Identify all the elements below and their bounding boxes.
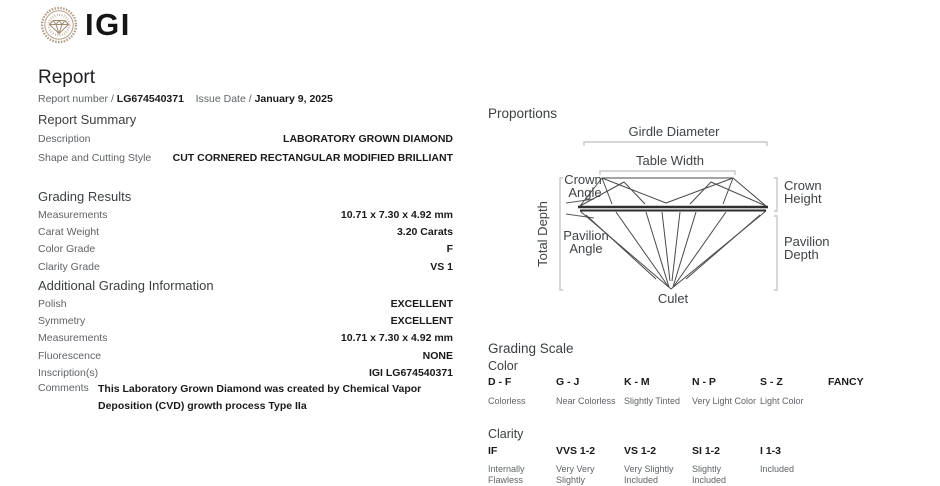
- report-number-label: Report number /: [38, 93, 114, 105]
- summary-row-description: Description LABORATORY GROWN DIAMOND: [38, 133, 453, 145]
- seal-diamond-glyph: [48, 19, 70, 36]
- summary-rows: Description LABORATORY GROWN DIAMOND Sha…: [38, 133, 453, 171]
- page-title: Report: [38, 67, 96, 88]
- row-symmetry: Symmetry EXCELLENT: [38, 315, 453, 328]
- label-culet: Culet: [658, 291, 689, 306]
- clarity-scale-item: I 1-3 Included: [760, 445, 795, 474]
- row-color-grade: Color Grade F: [38, 243, 453, 256]
- section-grading-scale: Grading Scale: [488, 341, 574, 356]
- row-comments: Comments This Laboratory Grown Diamond w…: [38, 382, 422, 412]
- row-measurements-2: Measurements 10.71 x 7.30 x 4.92 mm: [38, 332, 453, 345]
- color-scale-item: K - M Slightly Tinted: [624, 376, 681, 406]
- subsection-clarity: Clarity: [488, 427, 524, 441]
- row-polish: Polish EXCELLENT: [38, 298, 453, 310]
- svg-text:Angle: Angle: [568, 185, 601, 200]
- additional-rows: Polish EXCELLENT Symmetry EXCELLENT Meas…: [38, 298, 453, 384]
- svg-text:Angle: Angle: [569, 241, 602, 256]
- label-total-depth: Total Depth: [535, 201, 550, 267]
- label-pavilion-depth: Pavilion Depth: [784, 234, 830, 262]
- svg-text:Height: Height: [784, 191, 822, 206]
- color-scale-item: D - F Colorless: [488, 376, 526, 406]
- igi-report-page: { "header": { "brand": "IGI" }, "report"…: [38, 6, 896, 485]
- label-pavilion-angle: Pavilion Angle: [563, 228, 609, 256]
- svg-text:Depth: Depth: [784, 247, 819, 262]
- report-meta: Report number / LG674540371 Issue Date /…: [38, 93, 333, 105]
- clarity-scale-item: SI 1-2 Slightly Included: [692, 445, 727, 485]
- igi-seal-icon: [40, 6, 78, 44]
- proportions-diagram: Girdle Diameter Table Width Total Depth …: [535, 124, 830, 306]
- color-scale-item: FANCY: [828, 376, 864, 388]
- summary-row-shape: Shape and Cutting Style CUT CORNERED REC…: [38, 152, 453, 164]
- svg-text:Pavilion: Pavilion: [563, 228, 609, 243]
- issue-date: January 9, 2025: [254, 93, 333, 105]
- row-fluorescence: Fluorescence NONE: [38, 349, 453, 362]
- svg-text:Pavilion: Pavilion: [784, 234, 830, 249]
- label-table-width: Table Width: [636, 153, 704, 168]
- color-scale-item: G - J Near Colorless: [556, 376, 616, 406]
- row-measurements: Measurements 10.71 x 7.30 x 4.92 mm: [38, 209, 453, 221]
- label-crown-height: Crown Height: [784, 178, 822, 206]
- color-scale-item: S - Z Light Color: [760, 376, 804, 406]
- report-number: LG674540371: [116, 93, 184, 105]
- svg-text:Crown: Crown: [784, 178, 822, 193]
- brand-wordmark: IGI: [85, 7, 131, 42]
- section-additional-grading: Additional Grading Information: [38, 278, 214, 293]
- diamond-profile: [578, 177, 768, 290]
- angle-pointers: [565, 198, 595, 219]
- row-inscriptions: Inscription(s) IGI LG674540371: [38, 366, 453, 379]
- color-scale: D - F Colorless G - J Near Colorless K -…: [488, 376, 896, 406]
- clarity-scale-item: VVS 1-2 Very Very Slightly: [556, 445, 596, 485]
- clarity-scale: IF Internally Flawless VVS 1-2 Very Very…: [488, 445, 828, 486]
- subsection-color: Color: [488, 359, 518, 373]
- clarity-scale-item: IF Internally Flawless: [488, 445, 525, 485]
- color-scale-item: N - P Very Light Color: [692, 376, 757, 406]
- row-carat-weight: Carat Weight 3.20 Carats: [38, 226, 453, 239]
- section-report-summary: Report Summary: [38, 112, 137, 127]
- issue-date-label: Issue Date /: [195, 93, 252, 105]
- row-clarity-grade: Clarity Grade VS 1: [38, 260, 453, 273]
- grading-results-rows: Measurements 10.71 x 7.30 x 4.92 mm Cara…: [38, 209, 453, 278]
- section-grading-results: Grading Results: [38, 189, 132, 204]
- section-proportions: Proportions: [488, 106, 558, 121]
- label-girdle-diameter: Girdle Diameter: [628, 124, 720, 139]
- clarity-scale-item: VS 1-2 Very Slightly Included: [624, 445, 674, 485]
- svg-text:Crown: Crown: [564, 172, 602, 187]
- igi-logo: IGI: [40, 6, 131, 44]
- measurement-brackets: [559, 141, 778, 291]
- label-crown-angle: Crown Angle: [564, 172, 602, 200]
